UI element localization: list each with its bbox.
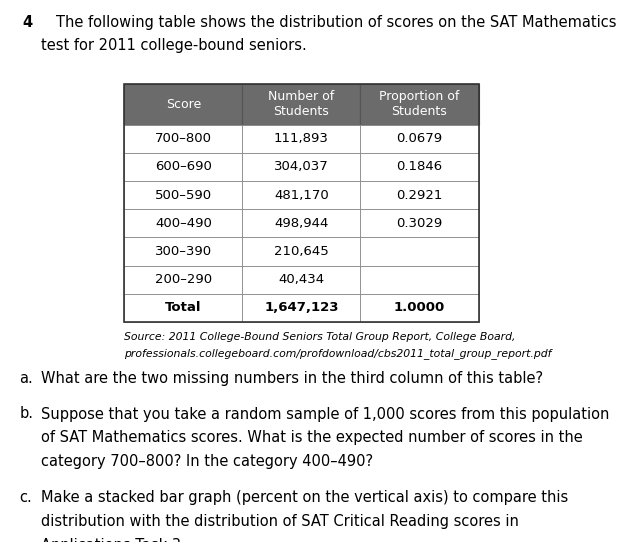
Text: 700–800: 700–800: [155, 132, 212, 145]
Text: a.: a.: [19, 371, 33, 386]
Text: test for 2011 college-bound seniors.: test for 2011 college-bound seniors.: [41, 38, 308, 53]
Text: b.: b.: [19, 406, 33, 422]
Text: 111,893: 111,893: [274, 132, 329, 145]
Text: Make a stacked bar graph (percent on the vertical axis) to compare this: Make a stacked bar graph (percent on the…: [41, 490, 568, 505]
Text: of SAT Mathematics scores. What is the expected number of scores in the: of SAT Mathematics scores. What is the e…: [41, 430, 583, 446]
Text: c.: c.: [19, 490, 32, 505]
Text: 400–490: 400–490: [155, 217, 212, 230]
Text: Number of
Students: Number of Students: [269, 91, 334, 118]
Text: 0.3029: 0.3029: [396, 217, 443, 230]
Text: 0.2921: 0.2921: [396, 189, 443, 202]
Text: Applications Task 3.: Applications Task 3.: [41, 538, 186, 542]
Text: The following table shows the distribution of scores on the SAT Mathematics: The following table shows the distributi…: [56, 15, 616, 30]
Text: 1,647,123: 1,647,123: [264, 301, 339, 314]
Text: 481,170: 481,170: [274, 189, 329, 202]
Text: Total: Total: [165, 301, 202, 314]
Text: 1.0000: 1.0000: [394, 301, 445, 314]
Text: Score: Score: [166, 98, 201, 111]
Text: professionals.collegeboard.com/profdownload/cbs2011_total_group_report.pdf: professionals.collegeboard.com/profdownl…: [124, 348, 552, 359]
Text: 300–390: 300–390: [155, 245, 212, 258]
Text: 0.1846: 0.1846: [396, 160, 443, 173]
Text: 210,645: 210,645: [274, 245, 329, 258]
Text: 40,434: 40,434: [278, 273, 325, 286]
Text: 500–590: 500–590: [155, 189, 212, 202]
Text: 498,944: 498,944: [274, 217, 329, 230]
Text: 200–290: 200–290: [155, 273, 212, 286]
Text: Suppose that you take a random sample of 1,000 scores from this population: Suppose that you take a random sample of…: [41, 406, 610, 422]
Text: 600–690: 600–690: [155, 160, 212, 173]
Text: 304,037: 304,037: [274, 160, 329, 173]
Text: 0.0679: 0.0679: [396, 132, 443, 145]
Text: Source: 2011 College-Bound Seniors Total Group Report, College Board,: Source: 2011 College-Bound Seniors Total…: [124, 332, 516, 341]
Text: category 700–800? In the category 400–490?: category 700–800? In the category 400–49…: [41, 454, 374, 469]
Text: What are the two missing numbers in the third column of this table?: What are the two missing numbers in the …: [41, 371, 544, 386]
Text: distribution with the distribution of SAT Critical Reading scores in: distribution with the distribution of SA…: [41, 514, 519, 529]
Text: Proportion of
Students: Proportion of Students: [380, 91, 459, 118]
Text: 4: 4: [22, 15, 33, 30]
